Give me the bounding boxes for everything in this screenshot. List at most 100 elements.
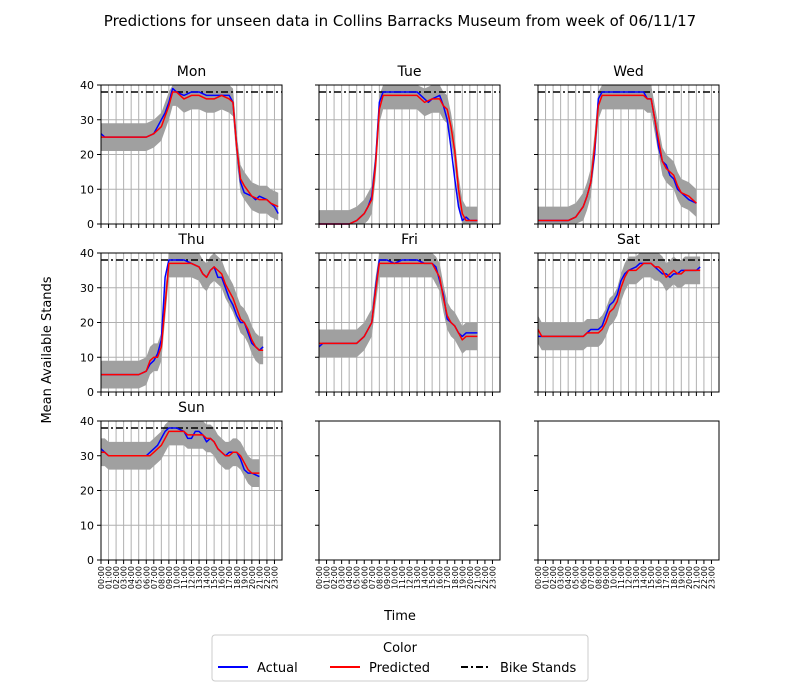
x-tick-label: 14:00 [640,566,649,589]
panel-fri: Fri [315,232,501,396]
x-tick-label: 07:00 [368,566,377,589]
predicted-series-line [101,91,279,208]
x-tick-label: 20:00 [248,566,257,589]
panel-sat: Sat [534,232,720,396]
y-tick-label: 40 [80,247,94,260]
x-tick-label: 06:00 [579,566,588,589]
panel-wed: Wed [534,64,720,228]
x-tick-label: 05:00 [353,566,362,589]
legend-label: Predicted [369,661,430,676]
x-tick-label: 16:00 [655,566,664,589]
panel-title: Fri [401,232,418,248]
y-tick-label: 20 [80,485,94,498]
x-tick-label: 12:00 [406,566,415,589]
x-tick-label: 11:00 [398,566,407,589]
y-tick-label: 10 [80,351,94,364]
x-tick-label: 09:00 [165,566,174,589]
x-tick-label: 14:00 [203,566,212,589]
x-tick-label: 06:00 [142,566,151,589]
x-tick-label: 12:00 [188,566,197,589]
x-tick-label: 00:00 [534,566,543,589]
predicted-series-line [101,262,264,376]
x-tick-label: 23:00 [707,566,716,589]
actual-series-line [538,91,697,222]
x-tick-label: 15:00 [647,566,656,589]
x-tick-label: 02:00 [112,566,121,589]
y-tick-label: 30 [80,282,94,295]
x-tick-label: 10:00 [390,566,399,589]
legend-label: Actual [257,661,298,676]
x-tick-label: 17:00 [662,566,671,589]
predicted-series-line [101,430,260,474]
x-tick-label: 13:00 [195,566,204,589]
x-tick-label: 03:00 [338,566,347,589]
panel-title: Thu [177,232,204,248]
x-tick-label: 13:00 [413,566,422,589]
x-tick-label: 03:00 [120,566,129,589]
x-tick-label: 19:00 [458,566,467,589]
prediction-band [538,85,697,224]
y-tick-label: 10 [80,519,94,532]
x-tick-label: 03:00 [557,566,566,589]
prediction-band [538,253,701,351]
x-tick-label: 04:00 [127,566,136,589]
x-tick-label: 11:00 [180,566,189,589]
x-tick-label: 02:00 [330,566,339,589]
x-tick-label: 22:00 [700,566,709,589]
x-tick-label: 12:00 [625,566,634,589]
x-tick-label: 11:00 [617,566,626,589]
x-tick-label: 18:00 [451,566,460,589]
x-tick-label: 15:00 [210,566,219,589]
x-tick-label: 21:00 [692,566,701,589]
panel-frame [318,420,501,561]
x-tick-label: 21:00 [473,566,482,589]
y-tick-label: 0 [87,554,94,567]
x-tick-label: 18:00 [670,566,679,589]
y-tick-label: 0 [87,218,94,231]
prediction-band [101,253,264,389]
y-axis-label: Mean Available Stands [40,276,55,423]
x-tick-label: 20:00 [466,566,475,589]
panel-thu: Thu 0 10 20 30 40 [80,232,283,399]
y-tick-label: 20 [80,149,94,162]
x-tick-label: 04:00 [564,566,573,589]
legend-box [211,634,589,682]
x-tick-label: 19:00 [240,566,249,589]
x-tick-label: 08:00 [594,566,603,589]
predicted-series-line [319,94,478,225]
x-tick-label: 22:00 [263,566,272,589]
legend: Color Actual Predicted Bike Stands [211,634,589,682]
panels-layer: Mon 0 10 20 30 40 Tue Wed Thu 0 10 20 30 40 Fri Sat Sun 0… [80,64,720,589]
x-tick-label: 21:00 [255,566,264,589]
x-tick-label: 09:00 [602,566,611,589]
panel-empty: 00:0001:0002:0003:0004:0005:0006:0007:00… [534,420,720,589]
x-tick-label: 14:00 [421,566,430,589]
prediction-band [319,253,478,358]
x-tick-label: 06:00 [360,566,369,589]
x-tick-label: 02:00 [549,566,558,589]
panel-sun: Sun 0 10 20 30 40 00:0001:0002:0003:0004:0005:… [80,400,283,589]
x-tick-label: 19:00 [677,566,686,589]
legend-label: Bike Stands [500,661,577,676]
y-tick-label: 30 [80,114,94,127]
prediction-band [101,421,260,488]
y-tick-label: 0 [87,386,94,399]
x-tick-label: 01:00 [105,566,114,589]
panel-title: Sat [617,232,640,248]
x-tick-label: 00:00 [315,566,324,589]
panel-tue: Tue [315,64,501,228]
x-tick-label: 01:00 [542,566,551,589]
actual-series-line [100,87,279,214]
x-tick-label: 17:00 [443,566,452,589]
y-tick-label: 40 [80,79,94,92]
x-tick-label: 17:00 [225,566,234,589]
panel-mon: Mon 0 10 20 30 40 [80,64,283,231]
x-tick-label: 22:00 [481,566,490,589]
x-tick-label: 00:00 [97,566,106,589]
x-tick-label: 05:00 [572,566,581,589]
predicted-series-line [537,262,701,338]
x-tick-label: 08:00 [375,566,384,589]
x-tick-label: 18:00 [233,566,242,589]
x-tick-label: 13:00 [632,566,641,589]
x-tick-label: 15:00 [428,566,437,589]
